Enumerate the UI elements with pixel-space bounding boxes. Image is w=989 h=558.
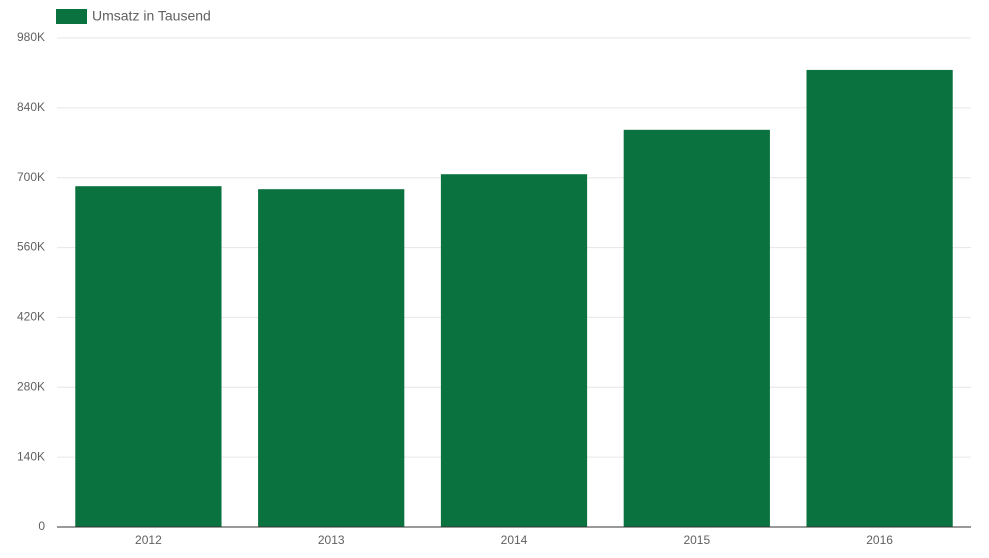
y-tick-label: 280K: [17, 379, 45, 393]
y-tick-label: 980K: [17, 30, 45, 44]
bar: [258, 189, 405, 528]
y-tick-label: 840K: [17, 100, 45, 114]
legend-swatch: [56, 9, 87, 24]
x-tick-label: 2012: [135, 533, 162, 547]
bar: [440, 174, 588, 527]
legend-label: Umsatz in Tausend: [92, 8, 211, 24]
bar: [75, 186, 222, 527]
bar: [806, 69, 953, 527]
y-tick-label: 140K: [17, 449, 45, 463]
x-tick-label: 2015: [683, 533, 710, 547]
y-tick-label: 0: [38, 519, 45, 533]
bar: [623, 129, 770, 527]
x-tick-label: 2013: [318, 533, 345, 547]
y-tick-label: 560K: [17, 240, 45, 254]
y-tick-label: 700K: [17, 170, 45, 184]
x-tick-label: 2014: [501, 533, 528, 547]
x-tick-label: 2016: [866, 533, 893, 547]
y-tick-label: 420K: [17, 310, 45, 324]
